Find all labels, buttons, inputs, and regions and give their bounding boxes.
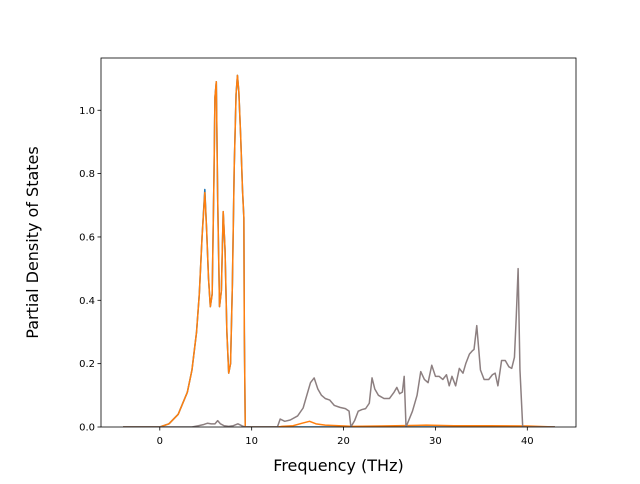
series-layer [123,74,555,427]
x-tick-label: 30 [429,436,442,447]
x-tick-label: 10 [245,436,258,447]
y-axis-ticks: 0.0 0.2 0.4 0.6 0.8 1.0 [79,106,101,434]
x-tick-label: 40 [521,436,534,447]
y-tick-label: 0.0 [79,423,95,434]
series-line-3 [123,267,555,427]
y-tick-label: 1.0 [79,106,95,117]
x-tick-label: 0 [157,436,163,447]
series-line-2 [123,74,555,427]
y-axis-label: Partial Density of States [23,146,42,338]
axes-frame [100,57,577,428]
x-axis-label: Frequency (THz) [273,456,403,475]
y-tick-label: 0.6 [79,232,95,243]
x-axis-ticks: 0 10 20 30 40 [157,427,534,447]
y-tick-label: 0.4 [79,296,95,307]
x-tick-label: 20 [337,436,350,447]
y-tick-label: 0.2 [79,359,95,370]
y-tick-label: 0.8 [79,169,95,180]
